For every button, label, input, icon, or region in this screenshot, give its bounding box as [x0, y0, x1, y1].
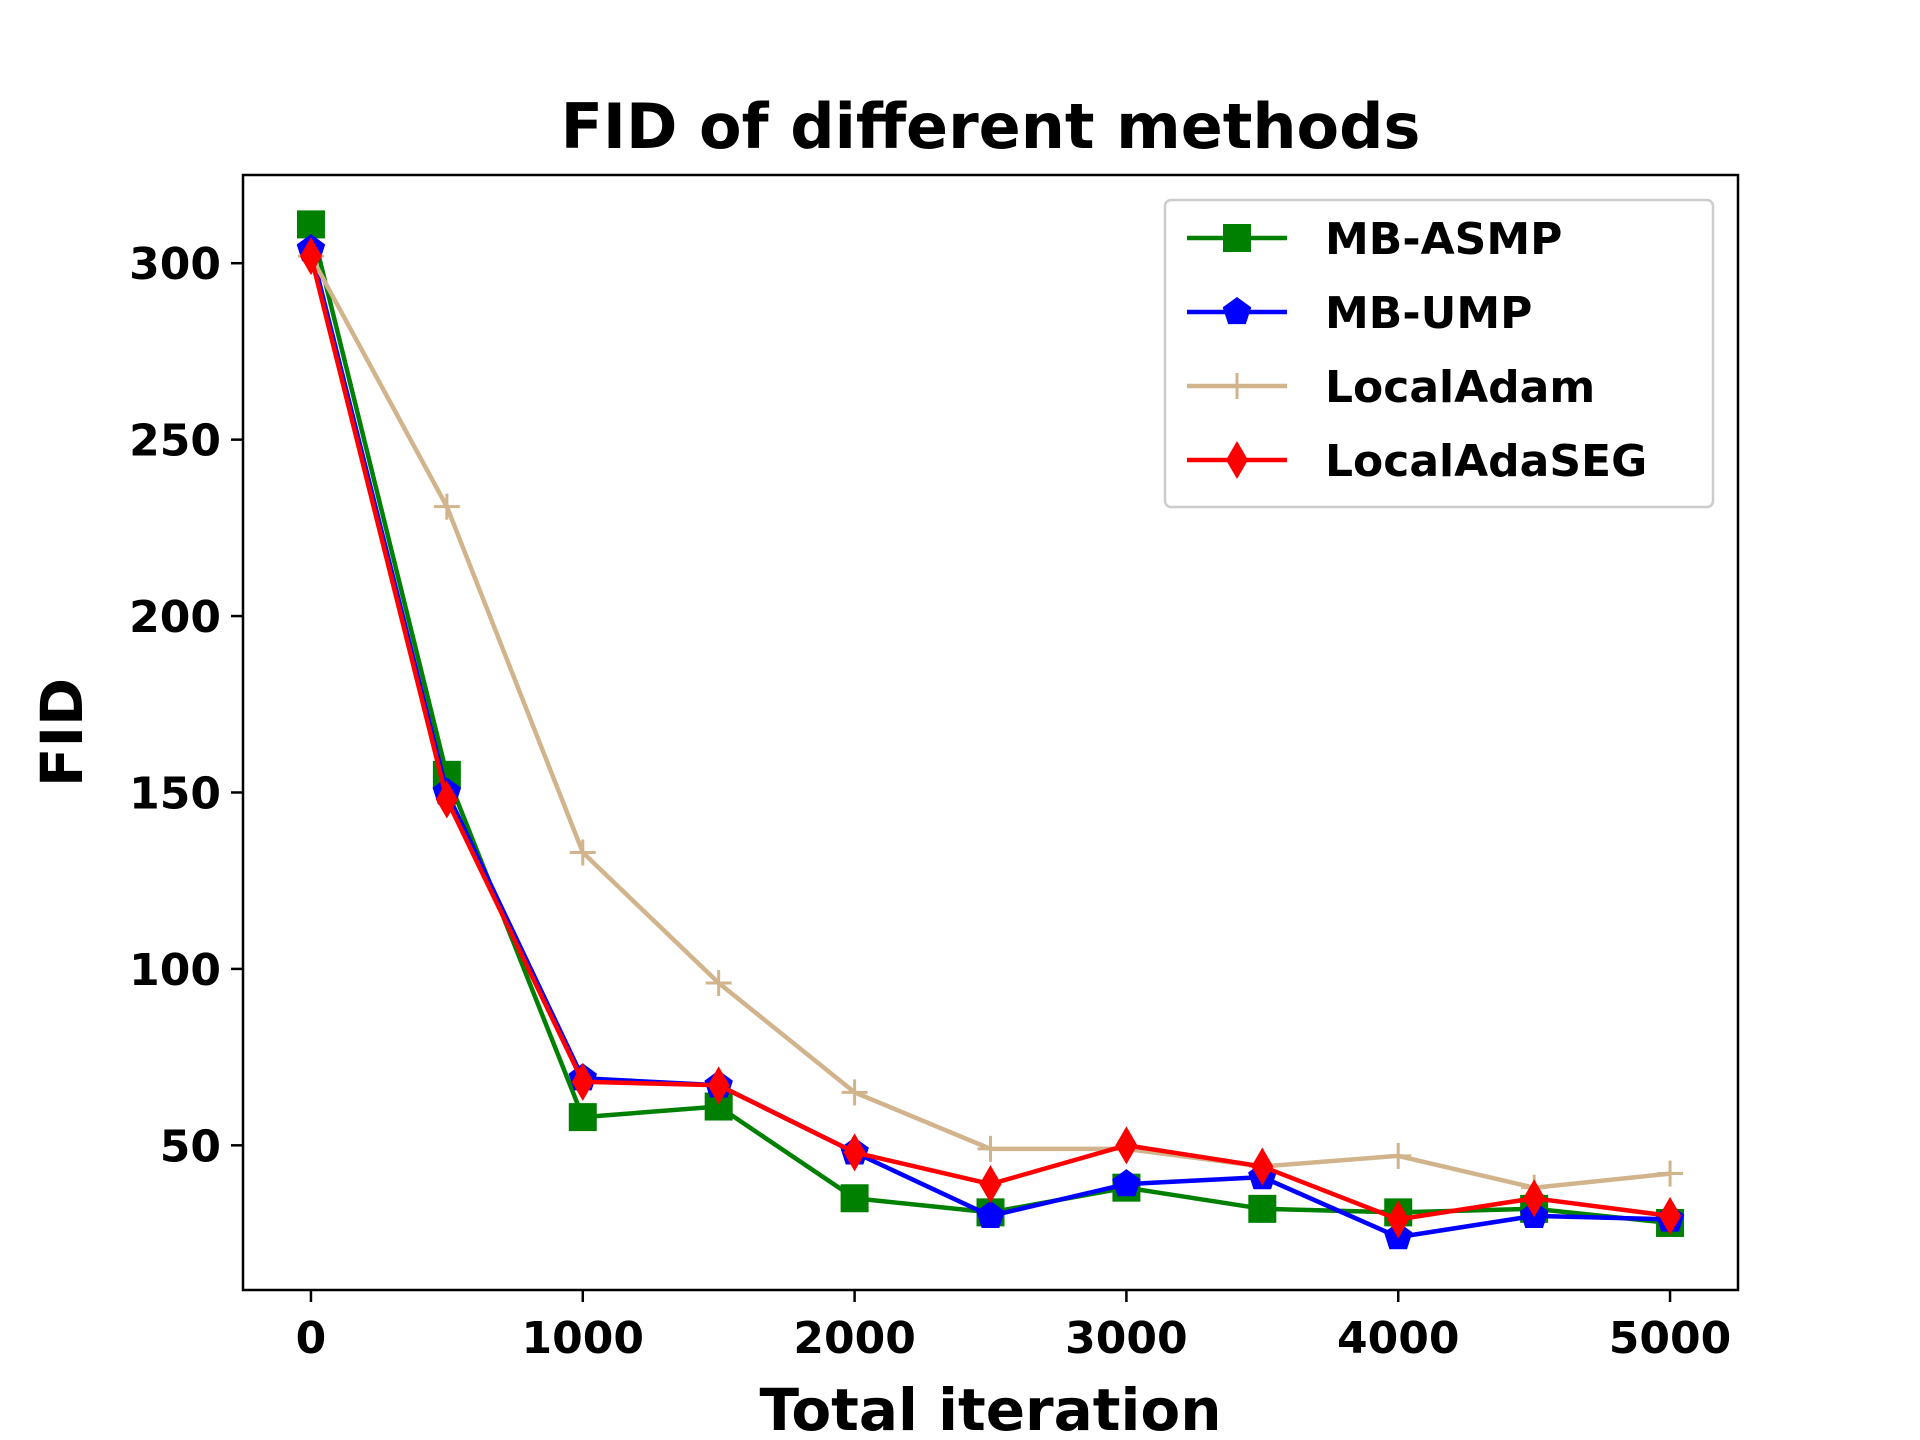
- legend-label-mb-ump: MB-UMP: [1325, 288, 1532, 339]
- legend-entry-localadam: LocalAdam: [1187, 362, 1595, 413]
- x-axis-label: Total iteration: [759, 1376, 1221, 1440]
- legend-box: [1163, 198, 1715, 509]
- data-point-localadam: [705, 970, 732, 997]
- data-point-localadaseg: [571, 1062, 594, 1101]
- y-tick-label: 50: [160, 1121, 221, 1172]
- x-tick-label: 5000: [1609, 1313, 1731, 1364]
- legend-marker-localadaseg: [1226, 441, 1248, 479]
- data-point-localadaseg: [1251, 1147, 1274, 1186]
- legend-marker-mb-asmp: [1223, 224, 1251, 252]
- legend-marker-mb-ump: [1222, 297, 1252, 325]
- data-point-localadam: [1385, 1142, 1412, 1169]
- data-point-localadaseg: [1387, 1200, 1410, 1239]
- data-point-mb-ump: [976, 1200, 1005, 1228]
- x-tick-label: 4000: [1337, 1313, 1459, 1364]
- data-point-mb-asmp: [296, 210, 325, 239]
- data-point-localadaseg: [299, 237, 322, 276]
- legend-label-localadaseg: LocalAdaSEG: [1325, 436, 1647, 487]
- data-point-localadaseg: [1115, 1126, 1138, 1165]
- legend-marker-localadam: [1224, 373, 1250, 399]
- x-tick-label: 2000: [793, 1313, 915, 1364]
- data-point-localadaseg: [843, 1133, 866, 1172]
- y-tick-label: 300: [129, 239, 221, 290]
- data-point-mb-asmp: [1248, 1194, 1277, 1223]
- data-point-mb-asmp: [840, 1184, 869, 1213]
- chart-title: FID of different methods: [561, 90, 1421, 163]
- legend-entry-localadaseg: LocalAdaSEG: [1187, 436, 1647, 487]
- plot-frame: [241, 173, 1740, 1292]
- y-tick-label: 250: [129, 416, 221, 467]
- data-point-mb-asmp: [568, 1103, 597, 1132]
- data-point-localadaseg: [979, 1165, 1002, 1204]
- y-axis-label: FID: [28, 678, 96, 787]
- data-point-localadaseg: [1523, 1179, 1546, 1218]
- data-point-localadam: [841, 1079, 868, 1106]
- series-localadaseg: [299, 237, 1682, 1239]
- data-point-localadam: [1657, 1160, 1684, 1187]
- legend-label-localadam: LocalAdam: [1325, 362, 1595, 413]
- data-point-localadam: [977, 1135, 1004, 1162]
- data-point-localadaseg: [707, 1066, 730, 1105]
- legend-label-mb-asmp: MB-ASMP: [1325, 214, 1562, 265]
- data-point-localadam: [569, 839, 596, 866]
- plot-area: 0 1000 2000 3000 4000 5000 50 100 150 200 250 300: [129, 173, 1740, 1364]
- legend: MB-ASMP MB-UMP LocalAdam LocalAdaSEG: [1163, 198, 1715, 509]
- x-tick-label: 3000: [1065, 1313, 1187, 1364]
- data-point-localadaseg: [435, 780, 458, 819]
- data-point-localadaseg: [1659, 1196, 1682, 1235]
- legend-entry-mb-asmp: MB-ASMP: [1187, 214, 1562, 265]
- x-tick-label: 0: [296, 1313, 327, 1364]
- legend-entry-mb-ump: MB-UMP: [1187, 288, 1532, 339]
- y-tick-label: 150: [129, 768, 221, 819]
- x-tick-label: 1000: [522, 1313, 644, 1364]
- y-tick-label: 100: [129, 945, 221, 996]
- data-point-mb-ump: [1112, 1169, 1141, 1197]
- y-tick-label: 200: [129, 592, 221, 643]
- data-point-localadam: [433, 493, 460, 520]
